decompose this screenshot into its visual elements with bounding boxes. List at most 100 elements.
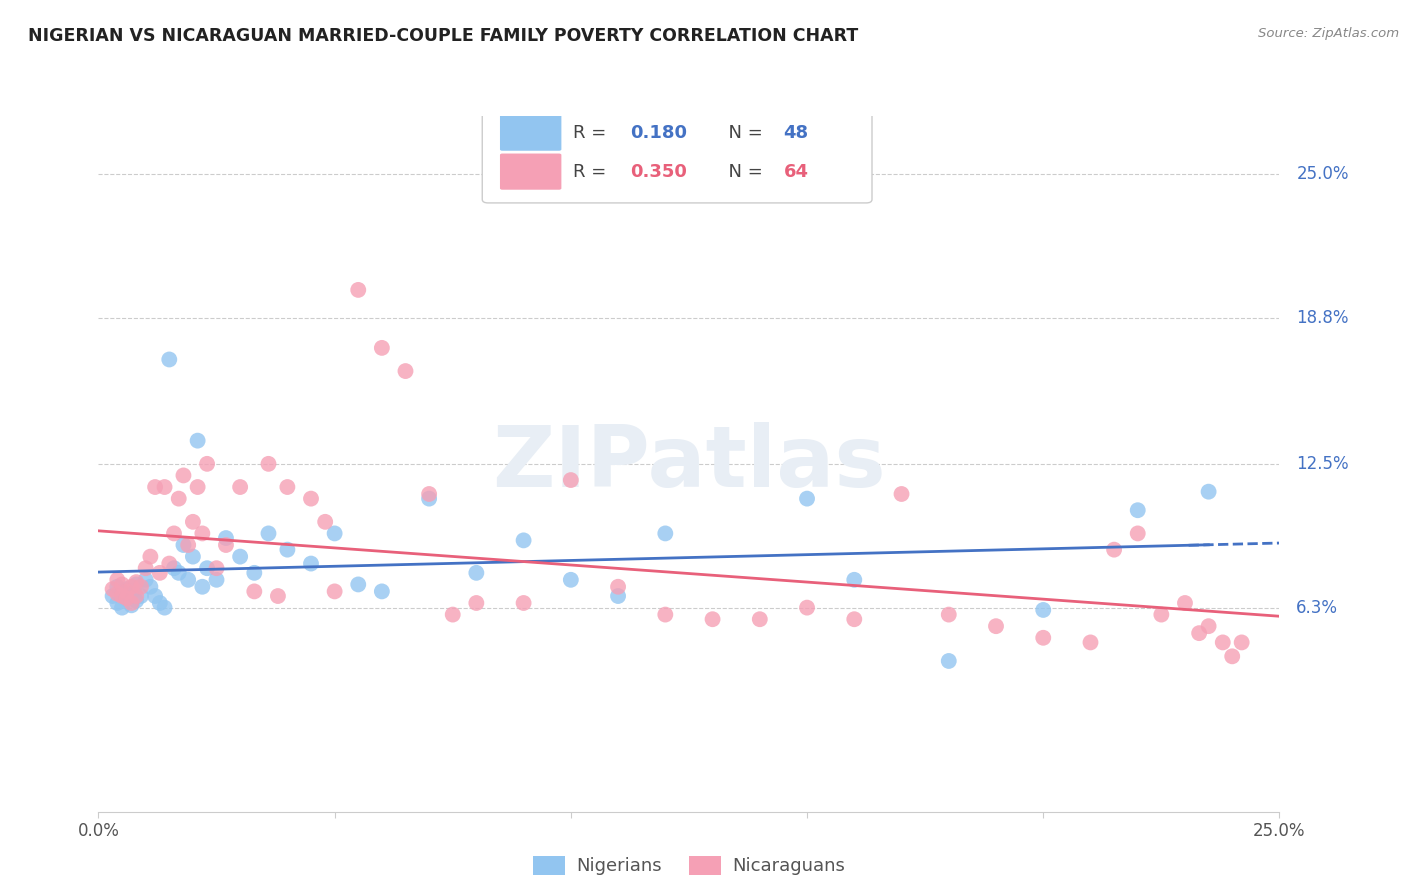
- Nigerians: [938, 654, 960, 668]
- Nicaraguans: [167, 491, 190, 506]
- Legend: Nigerians, Nicaraguans: Nigerians, Nicaraguans: [526, 849, 852, 883]
- Nicaraguans: [1230, 635, 1253, 649]
- Text: Source: ZipAtlas.com: Source: ZipAtlas.com: [1258, 27, 1399, 40]
- Nicaraguans: [111, 577, 134, 591]
- Nigerians: [125, 577, 148, 591]
- Nigerians: [121, 599, 143, 613]
- Nicaraguans: [796, 600, 818, 615]
- Nicaraguans: [560, 473, 582, 487]
- Nicaraguans: [125, 575, 148, 590]
- Nicaraguans: [187, 480, 209, 494]
- Nigerians: [101, 589, 124, 603]
- Nigerians: [157, 352, 180, 367]
- Text: 64: 64: [783, 162, 808, 180]
- Nicaraguans: [181, 515, 204, 529]
- Nicaraguans: [702, 612, 724, 626]
- Nigerians: [465, 566, 488, 580]
- Nicaraguans: [748, 612, 770, 626]
- Nicaraguans: [157, 557, 180, 571]
- Nicaraguans: [299, 491, 322, 506]
- Nicaraguans: [441, 607, 464, 622]
- Nicaraguans: [890, 487, 912, 501]
- Nicaraguans: [153, 480, 176, 494]
- Nicaraguans: [121, 596, 143, 610]
- Nicaraguans: [243, 584, 266, 599]
- Text: N =: N =: [717, 124, 769, 142]
- Text: 25.0%: 25.0%: [1296, 165, 1348, 183]
- Nicaraguans: [512, 596, 534, 610]
- Nicaraguans: [1150, 607, 1173, 622]
- Nigerians: [299, 557, 322, 571]
- Nigerians: [139, 580, 162, 594]
- Nicaraguans: [105, 587, 128, 601]
- Nigerians: [163, 561, 186, 575]
- Nicaraguans: [323, 584, 346, 599]
- Nicaraguans: [115, 591, 138, 606]
- Nicaraguans: [1212, 635, 1234, 649]
- FancyBboxPatch shape: [501, 114, 561, 151]
- Nicaraguans: [121, 580, 143, 594]
- Nigerians: [229, 549, 252, 564]
- Nicaraguans: [177, 538, 200, 552]
- FancyBboxPatch shape: [501, 153, 561, 190]
- Nicaraguans: [347, 283, 370, 297]
- Nicaraguans: [143, 480, 166, 494]
- Nigerians: [129, 589, 152, 603]
- Nicaraguans: [371, 341, 394, 355]
- Nigerians: [121, 587, 143, 601]
- Nicaraguans: [654, 607, 676, 622]
- Text: 0.180: 0.180: [630, 124, 688, 142]
- Nigerians: [115, 582, 138, 596]
- Nicaraguans: [195, 457, 218, 471]
- Nicaraguans: [191, 526, 214, 541]
- Text: ZIPatlas: ZIPatlas: [492, 422, 886, 506]
- Nigerians: [153, 600, 176, 615]
- Nicaraguans: [257, 457, 280, 471]
- Nicaraguans: [276, 480, 298, 494]
- Nicaraguans: [111, 589, 134, 603]
- Nigerians: [125, 593, 148, 607]
- Nicaraguans: [172, 468, 194, 483]
- Nigerians: [149, 596, 172, 610]
- Nicaraguans: [1032, 631, 1054, 645]
- Text: 18.8%: 18.8%: [1296, 309, 1348, 326]
- Nigerians: [195, 561, 218, 575]
- Nigerians: [191, 580, 214, 594]
- Nigerians: [1198, 484, 1220, 499]
- Nicaraguans: [101, 582, 124, 596]
- Nicaraguans: [163, 526, 186, 541]
- Nicaraguans: [607, 580, 630, 594]
- Nigerians: [1126, 503, 1149, 517]
- Nicaraguans: [115, 584, 138, 599]
- Nicaraguans: [1198, 619, 1220, 633]
- Nigerians: [347, 577, 370, 591]
- Nigerians: [1032, 603, 1054, 617]
- Text: N =: N =: [717, 162, 769, 180]
- Text: 6.3%: 6.3%: [1296, 599, 1339, 616]
- Nicaraguans: [135, 561, 157, 575]
- Text: 12.5%: 12.5%: [1296, 455, 1348, 473]
- Text: 48: 48: [783, 124, 808, 142]
- Nigerians: [560, 573, 582, 587]
- Nigerians: [418, 491, 440, 506]
- Nicaraguans: [229, 480, 252, 494]
- Nicaraguans: [465, 596, 488, 610]
- Nicaraguans: [105, 573, 128, 587]
- Nigerians: [172, 538, 194, 552]
- Nigerians: [654, 526, 676, 541]
- Nigerians: [371, 584, 394, 599]
- Nigerians: [243, 566, 266, 580]
- Nigerians: [512, 533, 534, 548]
- Nigerians: [115, 591, 138, 606]
- Nicaraguans: [205, 561, 228, 575]
- Nigerians: [187, 434, 209, 448]
- Nicaraguans: [394, 364, 416, 378]
- Nigerians: [111, 584, 134, 599]
- Nicaraguans: [139, 549, 162, 564]
- Nicaraguans: [418, 487, 440, 501]
- Text: 0.350: 0.350: [630, 162, 686, 180]
- Nicaraguans: [215, 538, 238, 552]
- Nigerians: [844, 573, 866, 587]
- Text: NIGERIAN VS NICARAGUAN MARRIED-COUPLE FAMILY POVERTY CORRELATION CHART: NIGERIAN VS NICARAGUAN MARRIED-COUPLE FA…: [28, 27, 859, 45]
- Nigerians: [607, 589, 630, 603]
